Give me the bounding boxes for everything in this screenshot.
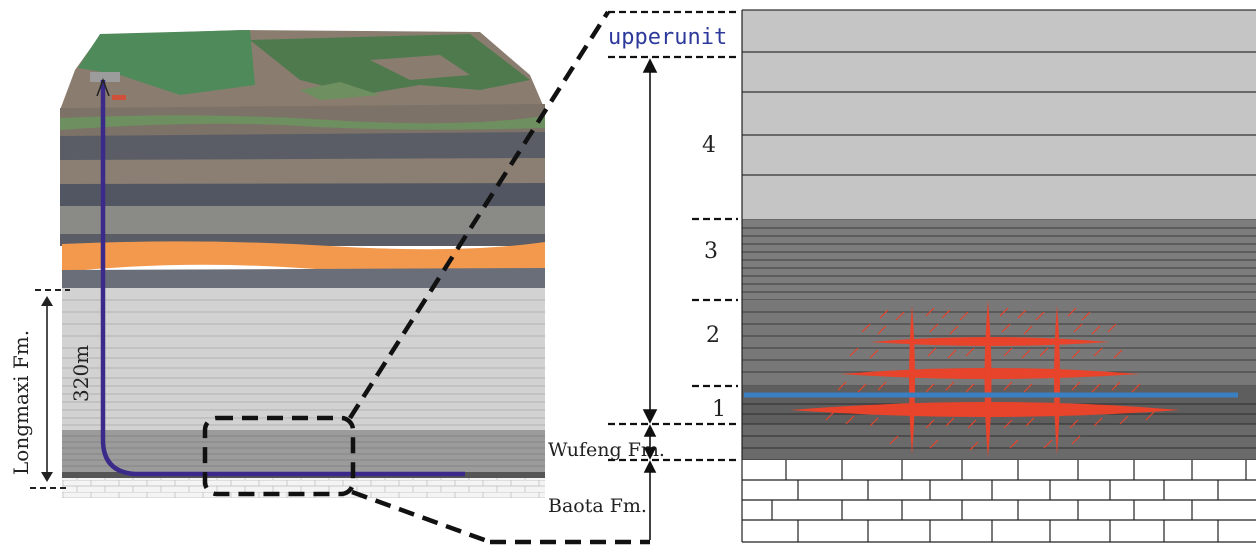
unit-boundaries	[608, 10, 738, 462]
unit-3-label: 3	[704, 239, 718, 264]
upper-unit-label: upperunit	[608, 25, 727, 50]
limestone-bricks	[742, 460, 1256, 542]
zoom-box	[202, 415, 356, 497]
unit-2-label: 2	[706, 323, 720, 348]
longmaxi-shale	[62, 288, 545, 430]
unit-4-label: 4	[702, 133, 716, 158]
block-diagram	[30, 30, 545, 498]
wufeng-formation-label: Wufeng Fm.	[548, 439, 665, 461]
unit-1-label: 1	[712, 397, 726, 422]
thickness-label: 320m	[69, 345, 93, 402]
zoom-indicator	[202, 10, 650, 545]
baota-limestone	[62, 478, 545, 498]
fracture-hatch	[825, 307, 1155, 451]
surface-green-left	[78, 30, 255, 95]
longmaxi-formation-label: Longmaxi Fm.	[9, 330, 33, 475]
longmaxi-thickness-arrow	[642, 58, 658, 540]
baota-formation-label: Baota Fm.	[548, 495, 647, 517]
orange-layer	[62, 241, 545, 273]
fracture-network	[790, 300, 1180, 458]
well-path	[100, 80, 465, 477]
detail-panel	[741, 9, 1256, 543]
